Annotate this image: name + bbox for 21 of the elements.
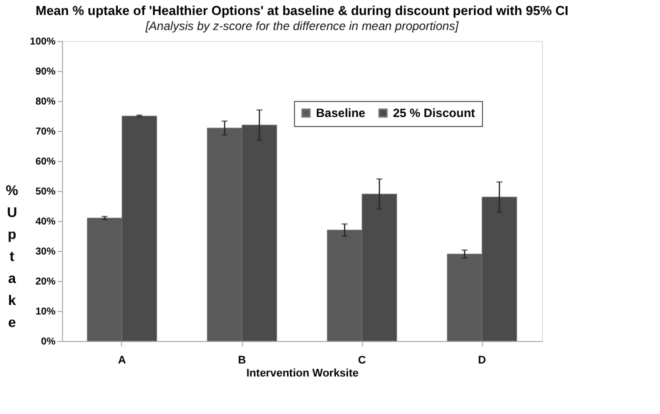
legend-label: 25 % Discount xyxy=(393,106,476,120)
y-tick-label: 70% xyxy=(35,126,56,138)
y-tick-label: 20% xyxy=(35,276,56,288)
x-tick-label: D xyxy=(478,354,486,366)
y-axis-title: % Uptake xyxy=(6,182,19,330)
y-tick-label: 10% xyxy=(35,306,56,318)
y-tick-label: 90% xyxy=(35,66,56,78)
y-tick-label: 40% xyxy=(35,216,56,228)
y-tick-label: 50% xyxy=(35,186,56,198)
chart-subtitle: [Analysis by z-score for the difference in mean proportions] xyxy=(144,19,460,33)
x-tick-label: A xyxy=(118,354,126,366)
y-tick-label: 60% xyxy=(35,156,56,168)
x-axis-title: Intervention Worksite xyxy=(246,368,359,380)
x-tick-label: B xyxy=(238,354,246,366)
y-tick-label: 0% xyxy=(41,336,56,348)
x-tick-label: C xyxy=(358,354,366,366)
y-tick-label: 80% xyxy=(35,96,56,108)
y-tick-label: 30% xyxy=(35,246,56,258)
y-tick-label: 100% xyxy=(30,36,56,48)
chart-title: Mean % uptake of 'Healthier Options' at baseline & during discount period with 95% CI xyxy=(36,3,568,18)
legend-label: Baseline xyxy=(316,106,366,120)
